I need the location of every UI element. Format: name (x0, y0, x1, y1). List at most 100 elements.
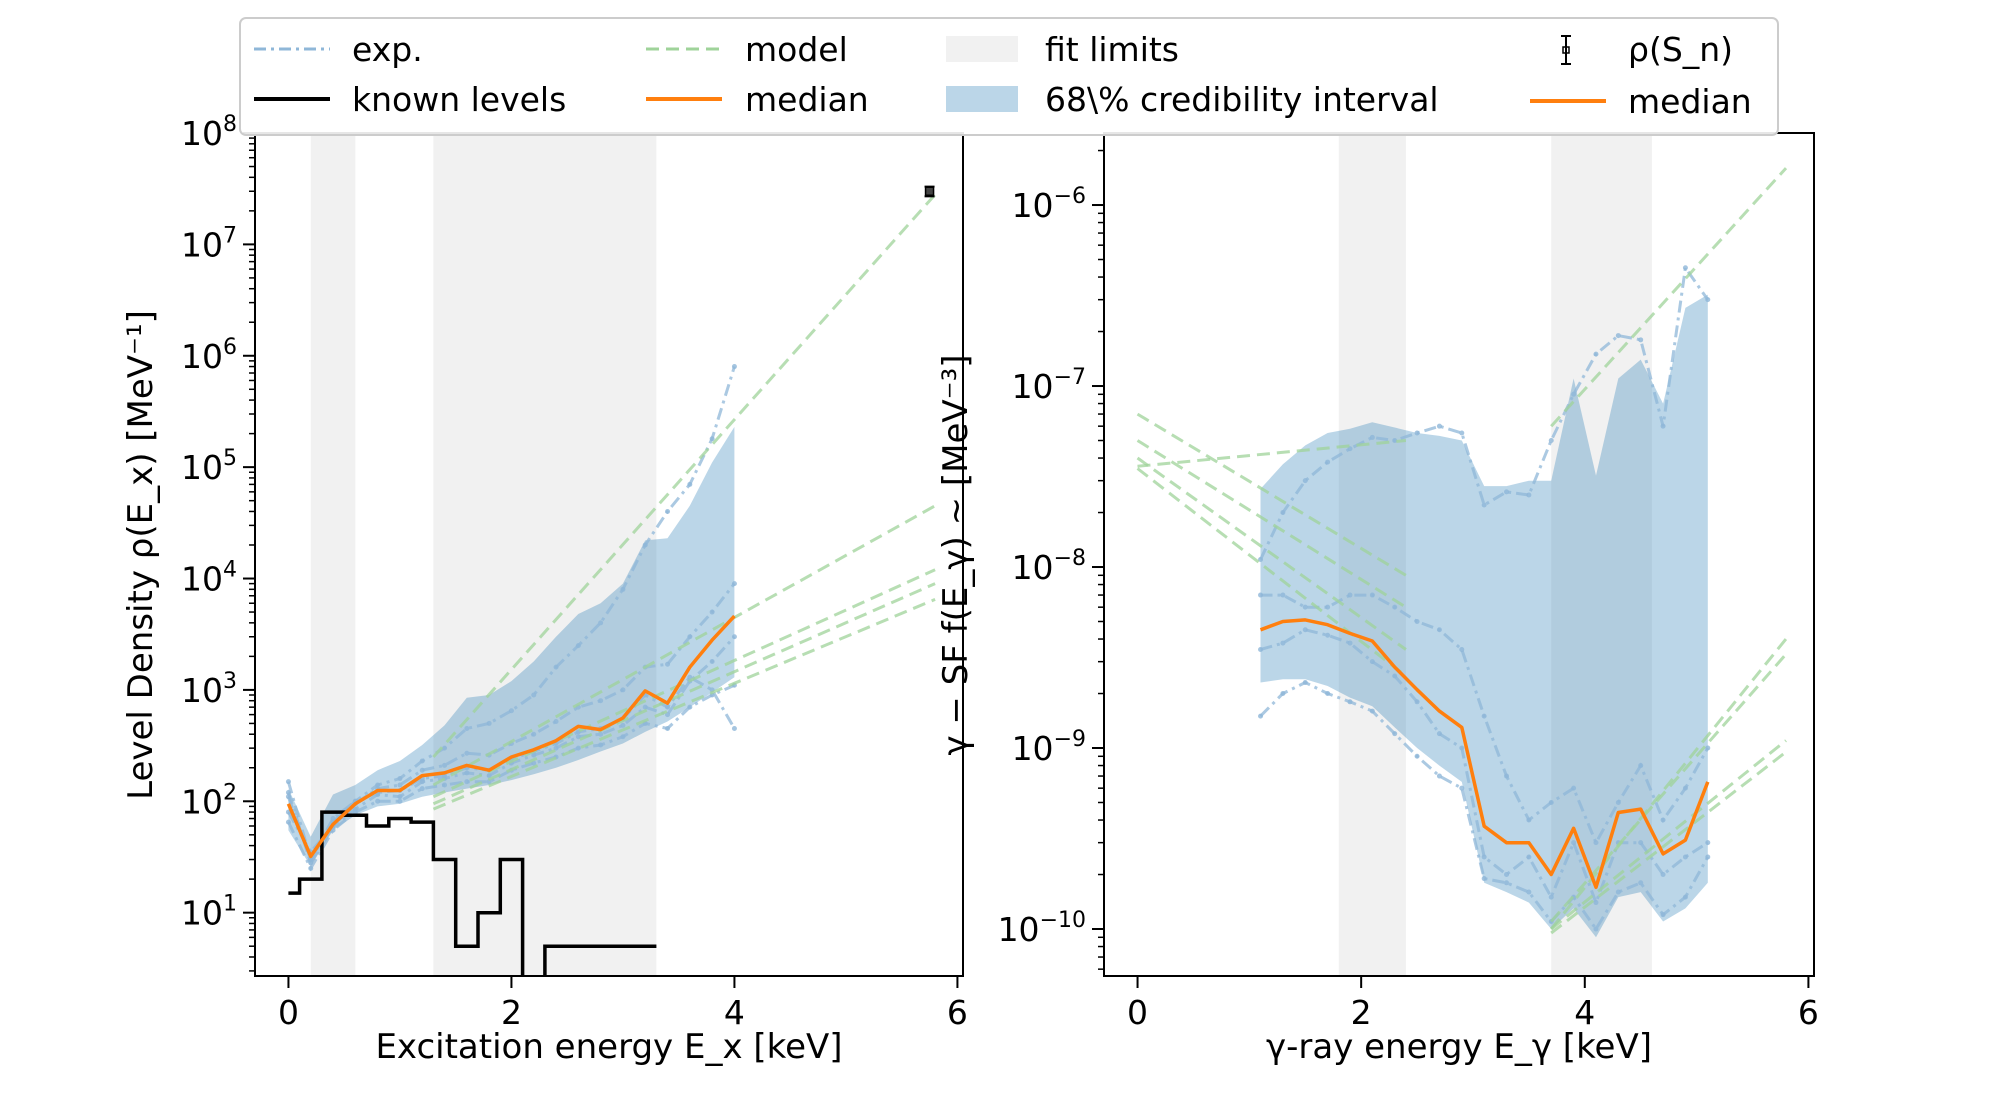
exp-point (575, 734, 581, 740)
exp-point (1369, 708, 1375, 714)
exp-point (1504, 773, 1510, 779)
y-tick-label: 10−6 (1012, 184, 1086, 225)
exp-point (1459, 745, 1465, 751)
legend-label-fit-limits: fit limits (1045, 30, 1179, 69)
exp-point (1593, 351, 1599, 357)
exp-point (464, 779, 470, 785)
exp-point (1481, 854, 1487, 860)
exp-point (1347, 592, 1353, 598)
exp-point (598, 620, 604, 626)
exp-curve (287, 683, 735, 872)
model-curve (1136, 412, 1407, 577)
exp-point (1660, 817, 1666, 823)
exp-point (397, 782, 403, 788)
y-tick-label: 107 (181, 223, 237, 264)
exp-point (709, 436, 715, 442)
y-tick-label: 10−9 (1012, 727, 1086, 768)
exp-point (1325, 604, 1331, 610)
exp-point (464, 726, 470, 732)
median-line (286, 614, 736, 859)
exp-point (1682, 894, 1688, 900)
legend-item-rho-sn: ρ(S_n) (1561, 30, 1733, 69)
exp-point (665, 704, 671, 710)
model-curve (1137, 439, 1407, 468)
exp-point (1481, 713, 1487, 719)
exp-curve (1260, 628, 1709, 907)
exp-point (1258, 713, 1264, 719)
legend-item-exp: exp. (254, 30, 423, 69)
exp-point (486, 720, 492, 726)
exp-point (1682, 785, 1688, 791)
x-tick-label: 2 (1351, 993, 1372, 1032)
exp-point (731, 634, 737, 640)
exp-point (665, 661, 671, 667)
model-curve (432, 504, 936, 787)
y-tick-label: 108 (181, 112, 237, 153)
exp-point (709, 658, 715, 664)
exp-point (1660, 872, 1666, 878)
exp-point (620, 687, 626, 693)
rho-sn-marker (924, 186, 935, 196)
exp-point (687, 634, 693, 640)
legend-label-ci: 68\% credibility interval (1045, 80, 1439, 119)
exp-point (1280, 640, 1286, 646)
model-curves (432, 193, 937, 811)
exp-point (419, 758, 425, 764)
exp-point (731, 581, 737, 587)
exp-point (1571, 785, 1577, 791)
legend-swatch-rho-sn (1561, 35, 1571, 65)
exp-curve (1259, 680, 1710, 932)
legend: exp. known levels model median fit limit… (239, 17, 1779, 136)
x-ticks: 0 2 4 6 (1127, 976, 1819, 1032)
exp-point (308, 857, 314, 863)
exp-point (1280, 691, 1286, 697)
model-curves (1136, 167, 1788, 935)
exp-curve (1259, 263, 1710, 561)
legend-item-median: median (646, 80, 869, 119)
y-tick-label: 103 (181, 669, 237, 710)
legend-label-rho-sn: ρ(S_n) (1628, 30, 1733, 69)
y-tick-label: 101 (181, 892, 237, 933)
x-tick-label: 4 (1574, 993, 1595, 1032)
y-tick-label: 102 (181, 780, 237, 821)
legend-label-known-levels: known levels (352, 80, 566, 119)
model-curve (432, 582, 936, 806)
known-levels-steps (288, 810, 657, 976)
exp-point (1302, 604, 1308, 610)
exp-point (642, 542, 648, 548)
exp-point (1347, 446, 1353, 452)
x-axis-label: γ-ray energy E_γ [keV] (1266, 1027, 1652, 1067)
x-tick-label: 6 (1798, 993, 1819, 1032)
fit-limit-region (1338, 133, 1406, 976)
legend-item-model: model (646, 30, 848, 69)
exp-point (1593, 926, 1599, 932)
x-ticks: 0 2 4 6 (278, 976, 968, 1032)
exp-point (419, 786, 425, 792)
exp-point (442, 745, 448, 751)
x-tick-label: 2 (501, 993, 522, 1032)
exp-point (442, 782, 448, 788)
exp-point (1369, 434, 1375, 440)
exp-point (285, 779, 291, 785)
exp-point (575, 643, 581, 649)
exp-point (687, 481, 693, 487)
exp-point (1414, 619, 1420, 625)
exp-point (1258, 647, 1264, 653)
model-curve (1550, 638, 1788, 930)
exp-point (464, 750, 470, 756)
median-curve (286, 614, 736, 859)
exp-point (642, 704, 648, 710)
exp-point (397, 794, 403, 800)
exp-point (1638, 880, 1644, 886)
model-curve (432, 598, 936, 811)
exp-point (285, 794, 291, 800)
y-tick-label: 104 (181, 558, 237, 599)
legend-swatch-ci (946, 86, 1018, 112)
exp-point (1526, 492, 1532, 498)
exp-point (1325, 459, 1331, 465)
exp-point (1280, 592, 1286, 598)
median-line (1259, 618, 1710, 890)
exp-point (620, 722, 626, 728)
exp-point (1436, 627, 1442, 633)
legend-box (239, 17, 1779, 136)
